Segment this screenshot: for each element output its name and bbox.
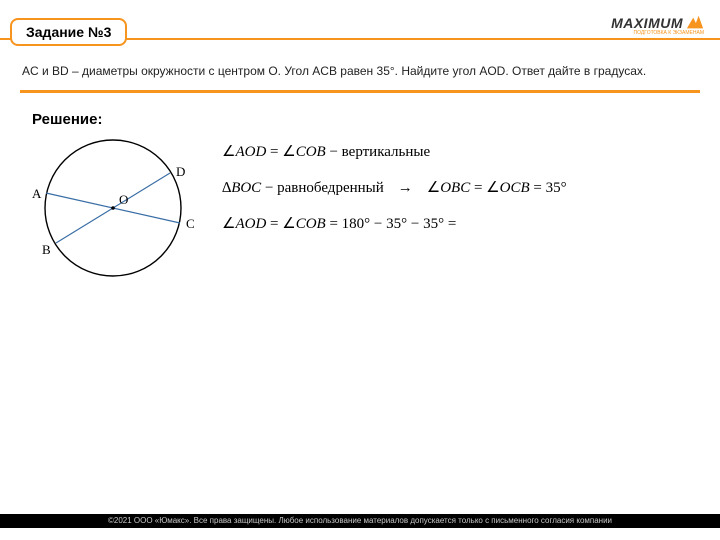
solution-label: Решение: [0,93,720,128]
svg-text:D: D [176,164,185,179]
eq-angle: = ∠ [266,144,295,160]
math-line-3: ∠AOD = ∠COB = 180° − 35° − 35° = [222,206,567,242]
svg-text:O: O [119,192,128,207]
angle-symbol-3: ∠ [222,216,235,232]
vertical-note: − вертикальные [326,144,430,160]
circle-diagram: O A B C D [18,128,208,308]
logo-text: MAXIMUM [611,15,683,31]
header: Задание №3 MAXIMUM ПОДГОТОВКА К ЭКЗАМЕНА… [0,0,720,50]
svg-text:C: C [186,216,195,231]
content-area: OABCD ∠AOD = ∠COB − вертикальные ∆BOC − … [0,128,720,134]
isosceles-note: − равнобедренный [261,180,384,196]
math-block: ∠AOD = ∠COB − вертикальные ∆BOC − равноб… [222,134,567,242]
angle-cob-2: COB [296,216,326,232]
svg-text:A: A [32,186,42,201]
triangle-boc: BOC [231,180,261,196]
angle-cob: COB [296,144,326,160]
angle-ocb: OCB [500,180,530,196]
problem-statement: AC и BD – диаметры окружности с центром … [0,50,720,86]
angle-obc: OBC [440,180,470,196]
svg-text:B: B [42,242,51,257]
math-line-1: ∠AOD = ∠COB − вертикальные [222,134,567,170]
task-badge: Задание №3 [10,18,127,46]
eq-35: = 35° [530,180,567,196]
angle-aod: AOD [235,144,266,160]
math-line-2: ∆BOC − равнобедренный → ∠OBC = ∠OCB = 35° [222,170,567,206]
arrow-icon: → [398,180,413,196]
angle-aod-2: AOD [235,216,266,232]
footer-copyright: ©2021 ООО «Юмакс». Все права защищены. Л… [0,514,720,528]
logo: MAXIMUM ПОДГОТОВКА К ЭКЗАМЕНАМ [611,14,704,32]
angle-symbol-2: ∠ [427,180,440,196]
triangle-symbol: ∆ [222,180,231,196]
eq-angle-2: = ∠ [470,180,499,196]
logo-subtext: ПОДГОТОВКА К ЭКЗАМЕНАМ [634,30,704,36]
calc-expression: = 180° − 35° − 35° = [326,216,457,232]
eq-angle-3: = ∠ [266,216,295,232]
angle-symbol: ∠ [222,144,235,160]
